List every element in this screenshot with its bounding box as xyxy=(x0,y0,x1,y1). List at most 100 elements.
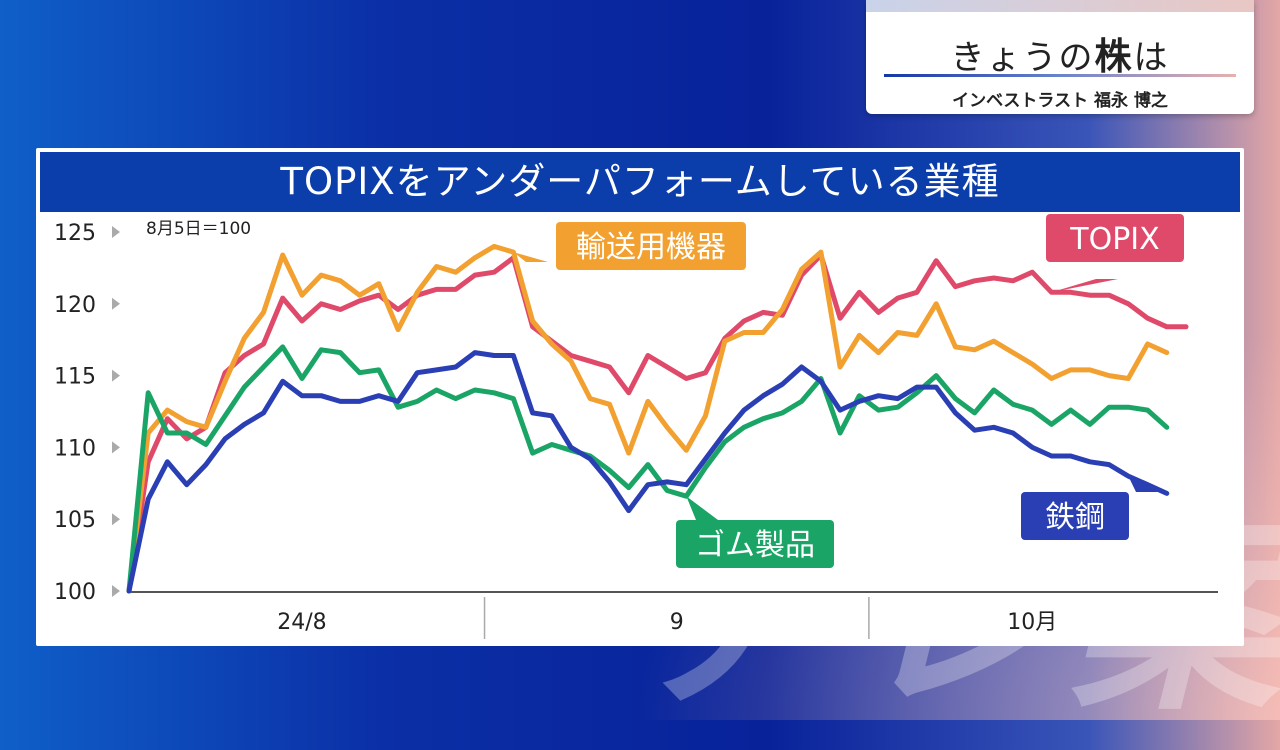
data-point-steel xyxy=(589,457,592,461)
data-point-transport-equipment xyxy=(1107,374,1111,377)
data-point-transport-equipment xyxy=(1069,368,1072,372)
data-point-rubber-products xyxy=(608,469,611,472)
data-point-transport-equipment xyxy=(781,308,784,311)
data-point-steel xyxy=(704,457,707,461)
y-tick-marker xyxy=(112,369,120,382)
data-point-topix xyxy=(685,377,688,380)
data-point-rubber-products xyxy=(877,408,880,412)
data-point-steel xyxy=(934,385,938,389)
y-tick-label: 105 xyxy=(54,508,96,533)
data-point-transport-equipment xyxy=(1165,351,1168,354)
data-point-transport-equipment xyxy=(281,253,284,257)
data-point-rubber-products xyxy=(492,391,496,395)
data-point-transport-equipment xyxy=(339,279,342,283)
data-point-transport-equipment xyxy=(1011,351,1015,354)
data-point-topix xyxy=(147,460,150,463)
data-point-steel xyxy=(1088,460,1092,463)
x-tick-label: 24/8 xyxy=(277,610,326,635)
data-point-rubber-products xyxy=(339,351,342,354)
data-point-transport-equipment xyxy=(531,319,534,323)
data-point-transport-equipment xyxy=(1050,377,1053,380)
data-point-transport-equipment xyxy=(704,414,707,418)
data-point-topix xyxy=(627,391,630,395)
data-point-steel xyxy=(243,423,246,426)
program-title-suffix: は xyxy=(1133,38,1170,78)
data-point-transport-equipment xyxy=(300,293,304,297)
x-tick-label: 9 xyxy=(670,610,684,635)
data-point-steel xyxy=(1031,446,1034,449)
data-point-steel xyxy=(762,394,765,397)
data-point-rubber-products xyxy=(1050,423,1053,426)
series-label-rubber-products: ゴム製品 xyxy=(695,528,815,563)
data-point-transport-equipment xyxy=(665,426,669,429)
program-title: きょうの株は xyxy=(866,26,1254,80)
data-point-topix xyxy=(339,308,342,311)
data-point-rubber-products xyxy=(262,365,265,369)
data-point-steel xyxy=(858,400,861,403)
callout-pointer xyxy=(513,252,548,262)
data-point-steel xyxy=(339,400,342,403)
data-point-rubber-products xyxy=(223,414,227,418)
data-point-transport-equipment xyxy=(1031,362,1034,366)
data-point-transport-equipment xyxy=(358,293,361,297)
data-point-steel xyxy=(819,380,823,383)
data-point-steel xyxy=(685,483,688,486)
series-label-steel: 鉄鋼 xyxy=(1045,500,1105,535)
data-point-steel xyxy=(492,354,496,357)
data-point-transport-equipment xyxy=(992,339,996,343)
data-point-rubber-products xyxy=(781,411,784,415)
data-point-topix xyxy=(877,311,880,314)
data-point-steel xyxy=(1146,483,1149,486)
data-point-rubber-products xyxy=(915,391,919,395)
data-point-steel xyxy=(608,480,611,484)
data-point-transport-equipment xyxy=(877,351,880,354)
data-point-transport-equipment xyxy=(569,360,573,363)
data-point-topix xyxy=(1165,325,1168,328)
data-point-rubber-products xyxy=(473,388,477,392)
y-tick-marker xyxy=(112,226,120,238)
data-point-steel xyxy=(1107,463,1111,466)
data-point-transport-equipment xyxy=(512,250,515,254)
data-point-steel xyxy=(377,394,381,397)
data-point-transport-equipment xyxy=(396,328,400,331)
data-point-steel xyxy=(954,411,957,415)
data-point-transport-equipment xyxy=(243,337,246,340)
series-label-transport-equipment: 輸送用機器 xyxy=(576,230,726,265)
data-point-steel xyxy=(185,483,188,486)
data-point-steel xyxy=(742,408,746,412)
base-note: 8月5日＝100 xyxy=(146,219,251,239)
data-point-steel xyxy=(896,397,899,400)
data-point-transport-equipment xyxy=(147,431,150,435)
data-point-topix xyxy=(704,371,707,374)
data-point-rubber-products xyxy=(147,391,150,395)
callout-box xyxy=(676,520,834,568)
data-point-rubber-products xyxy=(550,443,553,446)
data-point-steel xyxy=(800,365,803,369)
data-point-rubber-products xyxy=(1127,405,1130,409)
data-point-topix xyxy=(166,417,169,420)
data-point-rubber-products xyxy=(1031,408,1034,412)
data-point-steel xyxy=(262,411,265,415)
data-point-rubber-products xyxy=(665,489,669,492)
data-point-steel xyxy=(166,460,169,463)
data-point-rubber-products xyxy=(858,394,861,397)
y-tick-label: 115 xyxy=(54,365,96,390)
data-point-topix xyxy=(1127,302,1130,305)
data-point-topix xyxy=(915,291,919,294)
callout-box xyxy=(1046,214,1184,262)
data-point-steel xyxy=(1165,492,1168,495)
data-point-rubber-products xyxy=(377,368,381,372)
data-point-rubber-products xyxy=(204,443,208,446)
data-point-transport-equipment xyxy=(838,365,842,369)
series-label-topix: TOPIX xyxy=(1069,222,1159,257)
data-point-steel xyxy=(973,428,976,432)
data-point-rubber-products xyxy=(742,426,746,429)
data-point-rubber-products xyxy=(992,388,996,392)
data-point-rubber-products xyxy=(646,463,650,466)
data-point-transport-equipment xyxy=(896,331,899,334)
data-point-transport-equipment xyxy=(204,426,208,429)
data-point-steel xyxy=(1050,454,1053,458)
data-point-steel xyxy=(569,446,573,449)
data-point-steel xyxy=(204,463,208,466)
data-point-rubber-products xyxy=(704,466,707,469)
